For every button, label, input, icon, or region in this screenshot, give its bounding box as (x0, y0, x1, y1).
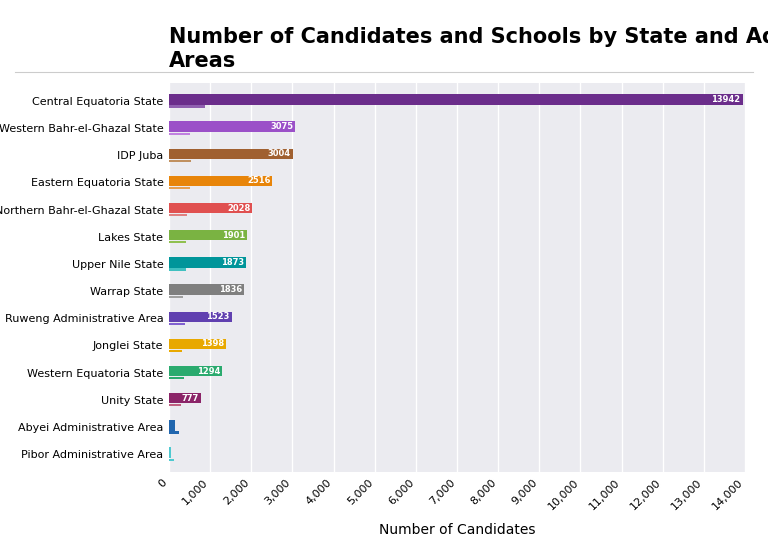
Text: 2516: 2516 (247, 176, 270, 185)
Bar (169, 94, 743, 104)
Bar (169, 160, 190, 162)
Text: 1294: 1294 (197, 367, 220, 376)
Bar (169, 393, 201, 403)
Text: 1523: 1523 (206, 312, 230, 321)
Text: 777: 777 (181, 393, 199, 403)
Bar (169, 258, 246, 268)
Bar (169, 323, 185, 325)
Text: 3004: 3004 (267, 149, 290, 158)
Bar (169, 149, 293, 159)
Bar (169, 203, 253, 213)
Bar (169, 187, 190, 189)
Bar (169, 122, 296, 132)
Text: Number of Candidates and Schools by State and Administrative
Areas: Number of Candidates and Schools by Stat… (169, 27, 768, 70)
Text: 13942: 13942 (711, 95, 740, 104)
Bar (169, 176, 273, 186)
Text: 3075: 3075 (270, 122, 293, 131)
Bar (169, 431, 179, 433)
Bar (169, 350, 182, 352)
Text: 2028: 2028 (227, 204, 250, 213)
Bar (169, 230, 247, 240)
Bar (169, 269, 187, 271)
Bar (169, 447, 171, 458)
Text: 1901: 1901 (222, 231, 245, 240)
Bar (169, 404, 181, 406)
Text: 1836: 1836 (219, 285, 243, 294)
Bar (169, 214, 187, 216)
Bar (169, 133, 190, 135)
Bar (169, 241, 186, 244)
Bar (169, 377, 184, 379)
Bar (169, 420, 175, 431)
Bar (169, 311, 232, 322)
Bar (169, 458, 174, 461)
Bar (169, 296, 184, 297)
Bar (169, 339, 227, 349)
Bar (169, 105, 205, 108)
Bar (169, 284, 244, 295)
X-axis label: Number of Candidates: Number of Candidates (379, 523, 535, 537)
Bar (169, 366, 222, 376)
Text: 1398: 1398 (201, 340, 224, 349)
Text: 1873: 1873 (221, 258, 244, 267)
